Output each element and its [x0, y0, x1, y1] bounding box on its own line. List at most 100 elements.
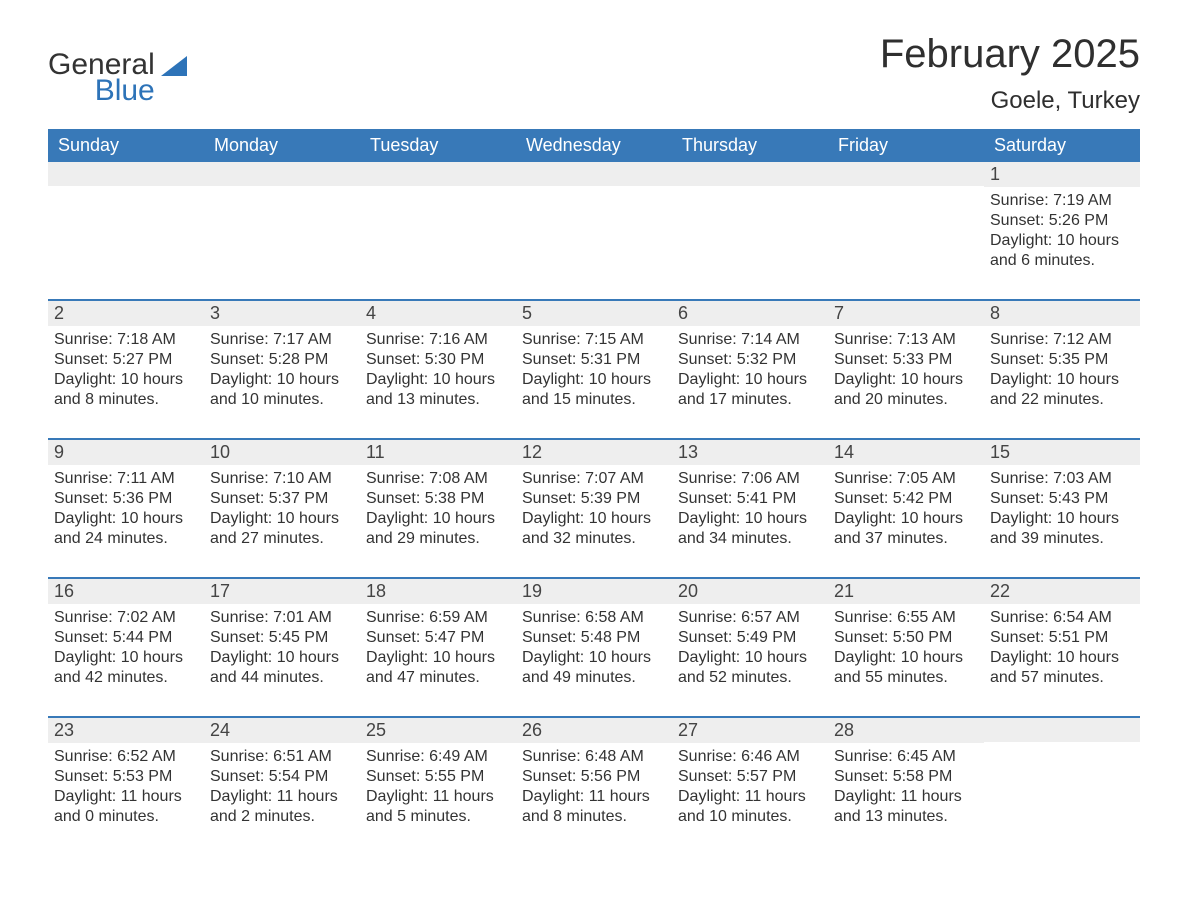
titles: February 2025 Goele, Turkey	[880, 32, 1140, 115]
day-body: Sunrise: 6:57 AMSunset: 5:49 PMDaylight:…	[672, 604, 828, 694]
daylight-text: Daylight: 10 hours and 57 minutes.	[990, 648, 1134, 688]
daylight-text: Daylight: 10 hours and 49 minutes.	[522, 648, 666, 688]
daylight-text: Daylight: 10 hours and 44 minutes.	[210, 648, 354, 688]
day-body: Sunrise: 7:08 AMSunset: 5:38 PMDaylight:…	[360, 465, 516, 555]
day-number	[828, 162, 984, 186]
weekday-header: Sunday	[48, 129, 204, 162]
day-number	[48, 162, 204, 186]
calendar-day-cell: 23Sunrise: 6:52 AMSunset: 5:53 PMDayligh…	[48, 718, 204, 833]
day-number: 2	[48, 301, 204, 326]
day-number: 1	[984, 162, 1140, 187]
sunrise-text: Sunrise: 7:10 AM	[210, 469, 354, 489]
header: General Blue February 2025 Goele, Turkey	[48, 32, 1140, 115]
day-body: Sunrise: 6:58 AMSunset: 5:48 PMDaylight:…	[516, 604, 672, 694]
day-body: Sunrise: 7:12 AMSunset: 5:35 PMDaylight:…	[984, 326, 1140, 416]
daylight-text: Daylight: 11 hours and 13 minutes.	[834, 787, 978, 827]
day-number: 4	[360, 301, 516, 326]
day-number: 17	[204, 579, 360, 604]
weekday-header: Wednesday	[516, 129, 672, 162]
daylight-text: Daylight: 10 hours and 17 minutes.	[678, 370, 822, 410]
day-number: 25	[360, 718, 516, 743]
sunset-text: Sunset: 5:38 PM	[366, 489, 510, 509]
sunrise-text: Sunrise: 6:59 AM	[366, 608, 510, 628]
sunset-text: Sunset: 5:47 PM	[366, 628, 510, 648]
day-body: Sunrise: 7:15 AMSunset: 5:31 PMDaylight:…	[516, 326, 672, 416]
day-body: Sunrise: 7:13 AMSunset: 5:33 PMDaylight:…	[828, 326, 984, 416]
sunrise-text: Sunrise: 7:17 AM	[210, 330, 354, 350]
day-body: Sunrise: 6:51 AMSunset: 5:54 PMDaylight:…	[204, 743, 360, 833]
sunrise-text: Sunrise: 7:07 AM	[522, 469, 666, 489]
day-body: Sunrise: 6:45 AMSunset: 5:58 PMDaylight:…	[828, 743, 984, 833]
day-body	[828, 186, 984, 196]
day-number: 8	[984, 301, 1140, 326]
sunrise-text: Sunrise: 6:49 AM	[366, 747, 510, 767]
calendar-day-cell: 8Sunrise: 7:12 AMSunset: 5:35 PMDaylight…	[984, 301, 1140, 416]
day-number: 10	[204, 440, 360, 465]
day-number: 14	[828, 440, 984, 465]
weeks-container: 1Sunrise: 7:19 AMSunset: 5:26 PMDaylight…	[48, 162, 1140, 833]
calendar-day-cell: 13Sunrise: 7:06 AMSunset: 5:41 PMDayligh…	[672, 440, 828, 555]
calendar-day-cell	[360, 162, 516, 277]
calendar-day-cell	[48, 162, 204, 277]
sunset-text: Sunset: 5:28 PM	[210, 350, 354, 370]
day-number: 3	[204, 301, 360, 326]
day-number: 11	[360, 440, 516, 465]
calendar-week: 23Sunrise: 6:52 AMSunset: 5:53 PMDayligh…	[48, 716, 1140, 833]
day-body: Sunrise: 7:17 AMSunset: 5:28 PMDaylight:…	[204, 326, 360, 416]
calendar-day-cell	[984, 718, 1140, 833]
sunset-text: Sunset: 5:31 PM	[522, 350, 666, 370]
sunset-text: Sunset: 5:49 PM	[678, 628, 822, 648]
calendar-day-cell	[516, 162, 672, 277]
sunset-text: Sunset: 5:32 PM	[678, 350, 822, 370]
sunset-text: Sunset: 5:42 PM	[834, 489, 978, 509]
sunrise-text: Sunrise: 7:16 AM	[366, 330, 510, 350]
sunrise-text: Sunrise: 7:11 AM	[54, 469, 198, 489]
day-number: 13	[672, 440, 828, 465]
daylight-text: Daylight: 10 hours and 13 minutes.	[366, 370, 510, 410]
daylight-text: Daylight: 11 hours and 5 minutes.	[366, 787, 510, 827]
weekday-header: Monday	[204, 129, 360, 162]
sunrise-text: Sunrise: 7:03 AM	[990, 469, 1134, 489]
sunset-text: Sunset: 5:54 PM	[210, 767, 354, 787]
day-number: 24	[204, 718, 360, 743]
day-body: Sunrise: 6:46 AMSunset: 5:57 PMDaylight:…	[672, 743, 828, 833]
calendar-day-cell: 18Sunrise: 6:59 AMSunset: 5:47 PMDayligh…	[360, 579, 516, 694]
calendar-week: 16Sunrise: 7:02 AMSunset: 5:44 PMDayligh…	[48, 577, 1140, 694]
calendar-week: 2Sunrise: 7:18 AMSunset: 5:27 PMDaylight…	[48, 299, 1140, 416]
sunrise-text: Sunrise: 6:55 AM	[834, 608, 978, 628]
sunset-text: Sunset: 5:33 PM	[834, 350, 978, 370]
day-number: 28	[828, 718, 984, 743]
day-number: 5	[516, 301, 672, 326]
calendar-day-cell: 10Sunrise: 7:10 AMSunset: 5:37 PMDayligh…	[204, 440, 360, 555]
sunset-text: Sunset: 5:27 PM	[54, 350, 198, 370]
day-body: Sunrise: 6:49 AMSunset: 5:55 PMDaylight:…	[360, 743, 516, 833]
day-body: Sunrise: 7:14 AMSunset: 5:32 PMDaylight:…	[672, 326, 828, 416]
sunrise-text: Sunrise: 6:54 AM	[990, 608, 1134, 628]
logo-blue-text: Blue	[95, 76, 155, 106]
sunset-text: Sunset: 5:35 PM	[990, 350, 1134, 370]
day-body: Sunrise: 7:18 AMSunset: 5:27 PMDaylight:…	[48, 326, 204, 416]
day-number	[672, 162, 828, 186]
day-number: 27	[672, 718, 828, 743]
day-body	[360, 186, 516, 196]
daylight-text: Daylight: 10 hours and 15 minutes.	[522, 370, 666, 410]
day-body: Sunrise: 7:01 AMSunset: 5:45 PMDaylight:…	[204, 604, 360, 694]
day-body: Sunrise: 6:59 AMSunset: 5:47 PMDaylight:…	[360, 604, 516, 694]
sunrise-text: Sunrise: 7:02 AM	[54, 608, 198, 628]
calendar-day-cell: 1Sunrise: 7:19 AMSunset: 5:26 PMDaylight…	[984, 162, 1140, 277]
sunset-text: Sunset: 5:36 PM	[54, 489, 198, 509]
day-body: Sunrise: 6:55 AMSunset: 5:50 PMDaylight:…	[828, 604, 984, 694]
day-body: Sunrise: 6:54 AMSunset: 5:51 PMDaylight:…	[984, 604, 1140, 694]
daylight-text: Daylight: 10 hours and 22 minutes.	[990, 370, 1134, 410]
sunrise-text: Sunrise: 7:08 AM	[366, 469, 510, 489]
logo: General Blue	[48, 50, 187, 106]
calendar-week: 1Sunrise: 7:19 AMSunset: 5:26 PMDaylight…	[48, 162, 1140, 277]
week-spacer	[48, 694, 1140, 716]
day-number: 18	[360, 579, 516, 604]
day-number: 6	[672, 301, 828, 326]
calendar-day-cell: 26Sunrise: 6:48 AMSunset: 5:56 PMDayligh…	[516, 718, 672, 833]
calendar-day-cell: 12Sunrise: 7:07 AMSunset: 5:39 PMDayligh…	[516, 440, 672, 555]
sunrise-text: Sunrise: 7:06 AM	[678, 469, 822, 489]
calendar-day-cell: 17Sunrise: 7:01 AMSunset: 5:45 PMDayligh…	[204, 579, 360, 694]
day-number	[204, 162, 360, 186]
